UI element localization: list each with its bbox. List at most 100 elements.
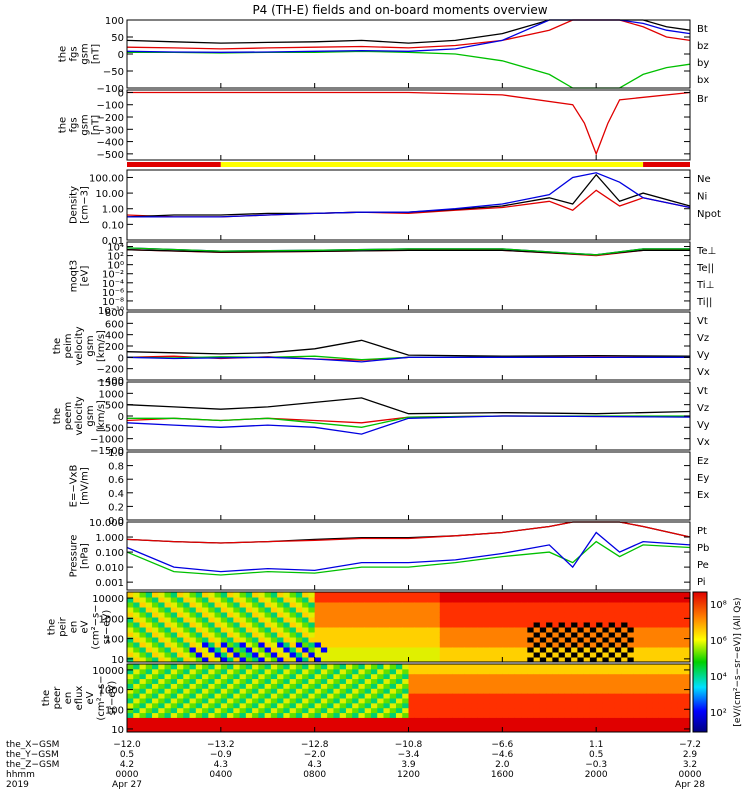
- heat-cell: [658, 602, 666, 608]
- heat-cell: [283, 664, 291, 670]
- heat-cell: [458, 607, 466, 613]
- x-axis-cell: Apr 28: [675, 780, 705, 790]
- heat-cell: [539, 612, 547, 618]
- heat-cell: [596, 647, 603, 653]
- heat-cell: [245, 727, 253, 733]
- heat-cell: [477, 627, 485, 633]
- heat-cell: [227, 622, 234, 628]
- heat-cell: [195, 683, 203, 689]
- heat-cell: [333, 657, 341, 663]
- heat-cell: [320, 642, 328, 648]
- heat-cell: [489, 668, 497, 675]
- heat-cell: [183, 617, 191, 623]
- heat-cell: [239, 727, 247, 733]
- heat-cell: [239, 717, 247, 723]
- heat-cell: [483, 702, 491, 709]
- heat-cell: [364, 642, 372, 648]
- y-axis-label: (cm²−s−: [91, 604, 102, 649]
- heat-cell: [383, 712, 391, 718]
- heat-cell: [289, 722, 297, 728]
- heat-cell: [164, 717, 172, 723]
- y-axis-label: eV: [85, 691, 96, 704]
- heat-cell: [214, 683, 222, 689]
- heat-cell: [152, 657, 159, 663]
- heat-cell: [389, 717, 397, 723]
- heat-cell: [558, 627, 566, 633]
- heat-cell: [596, 693, 603, 699]
- heat-cell: [608, 712, 616, 718]
- heat-cell: [283, 617, 291, 623]
- heat-cell: [395, 642, 403, 648]
- heat-cell: [258, 678, 266, 684]
- heat-cell: [370, 612, 378, 618]
- heat-cell: [421, 698, 428, 704]
- heat-cell: [177, 664, 184, 670]
- heat-cell: [671, 602, 678, 608]
- heat-cell: [502, 647, 510, 653]
- heat-cell: [320, 627, 328, 633]
- heat-cell: [552, 637, 560, 643]
- y-tick-label: 1500: [99, 378, 124, 389]
- heat-cell: [421, 688, 428, 694]
- heat-cell: [183, 688, 191, 694]
- heat-cell: [402, 592, 409, 598]
- heat-cell: [358, 727, 366, 733]
- heat-cell: [564, 627, 572, 633]
- heat-cell: [633, 712, 641, 718]
- heat-cell: [496, 712, 503, 718]
- heat-cell: [483, 693, 491, 699]
- heat-cell: [227, 647, 234, 653]
- heat-cell: [646, 673, 653, 680]
- heat-cell: [577, 678, 585, 684]
- heat-cell: [389, 657, 397, 663]
- y-tick-label: −200: [97, 365, 124, 376]
- heat-cell: [571, 668, 578, 675]
- heat-cell: [483, 707, 491, 714]
- heat-cell: [683, 722, 691, 728]
- heat-cell: [195, 607, 203, 613]
- heat-cell: [252, 592, 259, 598]
- heat-cell: [408, 597, 416, 603]
- heat-cell: [127, 683, 134, 689]
- heat-cell: [202, 642, 209, 648]
- heat-cell: [546, 712, 553, 718]
- heat-cell: [446, 632, 453, 638]
- heat-cell: [539, 602, 547, 608]
- heat-cell: [546, 632, 553, 638]
- heat-cell: [602, 617, 610, 623]
- heat-cell: [639, 693, 647, 699]
- heat-cell: [320, 702, 328, 709]
- heat-cell: [377, 602, 384, 608]
- heat-cell: [589, 612, 597, 618]
- heat-cell: [502, 637, 510, 643]
- heat-cell: [446, 722, 453, 728]
- heat-cell: [539, 717, 547, 723]
- heat-cell: [320, 673, 328, 680]
- legend-label-Npot: Npot: [697, 209, 721, 220]
- heat-cell: [496, 592, 503, 598]
- heat-cell: [458, 647, 466, 653]
- heat-cell: [189, 597, 197, 603]
- heat-cell: [546, 693, 553, 699]
- heat-cell: [639, 664, 647, 670]
- heat-cell: [170, 664, 178, 670]
- heat-cell: [652, 622, 660, 628]
- heat-cell: [320, 698, 328, 704]
- heat-cell: [533, 688, 541, 694]
- heat-cell: [320, 647, 328, 653]
- heat-cell: [652, 668, 660, 675]
- heat-cell: [152, 632, 159, 638]
- y-tick-label: 10000: [92, 594, 124, 605]
- heat-cell: [671, 622, 678, 628]
- heat-cell: [627, 612, 635, 618]
- heat-cell: [583, 597, 591, 603]
- heat-cell: [295, 657, 303, 663]
- y-tick-label: 400: [105, 331, 124, 342]
- heat-cell: [564, 722, 572, 728]
- heat-cell: [558, 652, 566, 658]
- heat-cell: [458, 622, 466, 628]
- heat-cell: [133, 632, 141, 638]
- heat-cell: [395, 652, 403, 658]
- heat-cell: [583, 592, 591, 598]
- heat-cell: [152, 607, 159, 613]
